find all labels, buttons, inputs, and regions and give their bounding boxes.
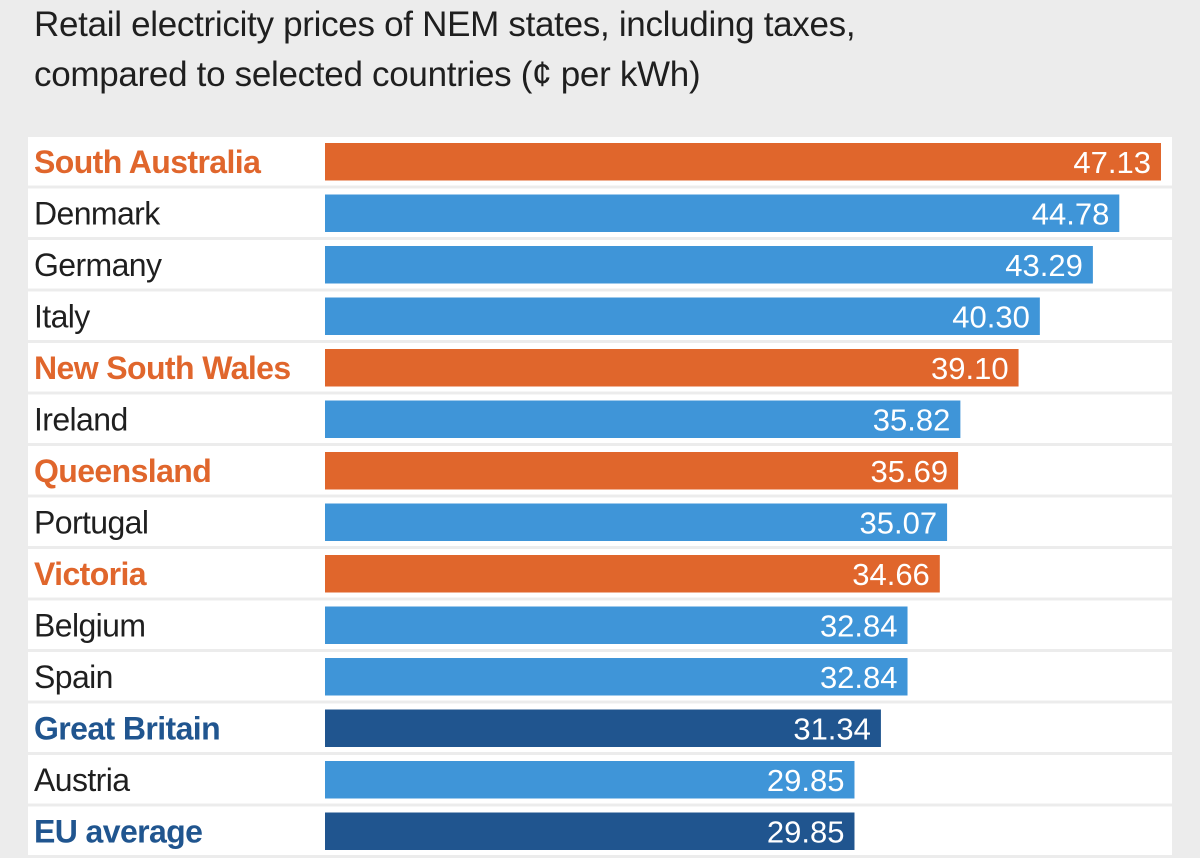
bar [325, 194, 1120, 232]
value-label: 44.78 [1032, 197, 1110, 232]
bar [325, 555, 940, 593]
category-label: Ireland [34, 402, 128, 438]
category-label: Germany [34, 247, 162, 283]
bar [325, 812, 855, 850]
category-label: Portugal [34, 505, 148, 541]
bar-row-italy: Italy 40.30 [28, 291, 1172, 340]
bar [325, 143, 1161, 181]
bar-row-portugal: Portugal 35.07 [28, 497, 1172, 546]
bar-row-germany: Germany 43.29 [28, 240, 1172, 289]
bar [325, 349, 1019, 387]
chart-title-line-2: compared to selected countries (¢ per kW… [34, 55, 701, 94]
category-label: South Australia [34, 144, 261, 180]
bar-row-austria: Austria 29.85 [28, 755, 1172, 804]
value-label: 35.82 [873, 403, 951, 438]
bar [325, 452, 959, 490]
category-label: Denmark [34, 196, 161, 232]
value-label: 32.84 [820, 609, 898, 644]
bar-row-ireland: Ireland 35.82 [28, 394, 1172, 443]
value-label: 43.29 [1005, 248, 1083, 283]
bar [325, 400, 961, 438]
category-label: Belgium [34, 608, 145, 644]
value-label: 35.07 [859, 506, 937, 541]
category-label: Great Britain [34, 711, 220, 747]
value-label: 29.85 [767, 763, 845, 798]
value-label: 39.10 [931, 351, 1009, 386]
value-label: 34.66 [852, 557, 930, 592]
bar [325, 658, 908, 696]
category-label: New South Wales [34, 350, 291, 386]
bar-row-new-south-wales: New South Wales 39.10 [28, 343, 1172, 392]
value-label: 31.34 [793, 712, 871, 747]
value-label: 29.85 [767, 815, 845, 850]
bar [325, 606, 908, 644]
category-label: EU average [34, 814, 202, 850]
bar [325, 246, 1093, 284]
value-label: 47.13 [1073, 145, 1151, 180]
bar [325, 503, 948, 541]
bar [325, 297, 1040, 335]
chart-title-line-1: Retail electricity prices of NEM states,… [34, 5, 856, 44]
bar [325, 709, 881, 747]
value-label: 32.84 [820, 660, 898, 695]
bar-row-south-australia: South Australia 47.13 [28, 137, 1172, 186]
chart-title: Retail electricity prices of NEM states,… [34, 0, 1174, 100]
category-label: Italy [34, 299, 90, 335]
bar [325, 761, 855, 799]
bar-row-queensland: Queensland 35.69 [28, 446, 1172, 495]
value-label: 40.30 [952, 300, 1030, 335]
category-label: Spain [34, 659, 113, 695]
bar-row-belgium: Belgium 32.84 [28, 600, 1172, 649]
bar-row-spain: Spain 32.84 [28, 652, 1172, 701]
bar-row-eu-average: EU average 29.85 [28, 806, 1172, 855]
bar-row-great-britain: Great Britain 31.34 [28, 703, 1172, 752]
value-label: 35.69 [870, 454, 948, 489]
bar-row-victoria: Victoria 34.66 [28, 549, 1172, 598]
category-label: Victoria [34, 556, 147, 592]
bar-row-denmark: Denmark 44.78 [28, 188, 1172, 237]
category-label: Queensland [34, 453, 211, 489]
category-label: Austria [34, 762, 130, 798]
